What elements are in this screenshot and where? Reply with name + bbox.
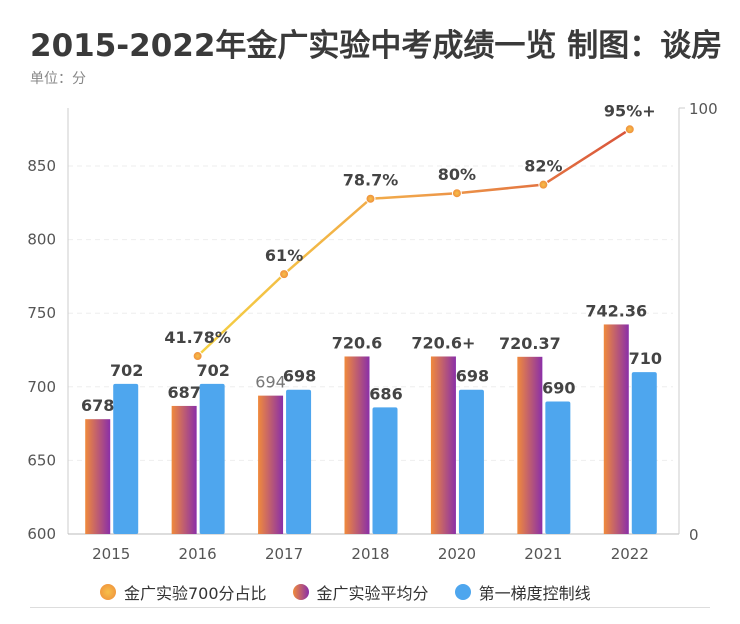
legend-label: 第一梯度控制线: [478, 584, 591, 603]
bar-average: [171, 405, 197, 534]
line-point-label: 82%: [524, 157, 562, 176]
line-point-label: 41.78%: [164, 328, 231, 347]
line-point-label: 78.7%: [343, 171, 399, 190]
x-tick-label: 2017: [265, 545, 303, 563]
bar-average-label: 720.6: [332, 333, 383, 352]
y-tick-label: 650: [27, 451, 56, 469]
y-tick-label: 750: [27, 304, 56, 322]
bar-control-line: [372, 407, 398, 534]
bar-average-label: 694: [255, 373, 286, 392]
bar-average: [344, 356, 370, 534]
bar-control-label: 698: [456, 367, 489, 386]
line-point: [365, 193, 376, 204]
y2-tick-label: 0: [689, 526, 699, 544]
legend-dot-icon: [454, 584, 471, 600]
bar-average-label: 742.36: [585, 301, 647, 320]
y2-tick-label: 100: [689, 100, 718, 118]
bar-control-label: 702: [196, 361, 229, 380]
bar-average: [85, 419, 111, 534]
x-tick-label: 2020: [438, 545, 476, 563]
bar-average-label: 687: [167, 383, 200, 402]
legend-dot-icon: [100, 584, 116, 600]
chart-title: 2015-2022年金广实验中考成绩一览 制图：谈房: [30, 28, 723, 64]
x-tick-label: 2016: [179, 545, 217, 563]
line-point: [451, 188, 462, 199]
legend-label: 金广实验700分占比: [124, 584, 267, 603]
bar-control-line: [113, 383, 139, 534]
bar-average: [517, 356, 543, 534]
x-tick-label: 2022: [611, 545, 649, 563]
legend-dot-icon: [292, 584, 309, 600]
bar-control-line: [286, 389, 312, 534]
bar-control-label: 690: [542, 379, 575, 398]
legend: 金广实验700分占比 金广实验平均分 第一梯度控制线: [100, 580, 591, 604]
line-point-label: 80%: [438, 165, 476, 184]
legend-label: 金广实验平均分: [316, 584, 429, 603]
bar-control-line: [545, 401, 571, 534]
line-point: [624, 124, 635, 135]
bar-control-label: 686: [369, 384, 402, 403]
y-tick-label: 700: [27, 378, 56, 396]
bar-average-label: 678: [81, 396, 114, 415]
line-point-label: 95%+: [604, 101, 656, 120]
y-tick-label: 800: [27, 231, 56, 249]
divider: [30, 607, 710, 608]
legend-item-ratio[interactable]: 金广实验700分占比: [100, 580, 267, 604]
bar-control-line: [199, 383, 225, 534]
x-tick-label: 2021: [524, 545, 562, 563]
bar-average: [603, 324, 629, 534]
y-tick-label: 850: [27, 157, 56, 175]
legend-item-average[interactable]: 金广实验平均分: [292, 580, 429, 604]
bar-control-label: 698: [283, 367, 316, 386]
bar-control-line: [631, 372, 657, 534]
line-point: [192, 351, 203, 362]
x-tick-label: 2018: [351, 545, 389, 563]
bar-average-label: 720.37: [499, 334, 561, 353]
line-point: [538, 179, 549, 190]
bar-control-label: 702: [110, 361, 143, 380]
x-tick-label: 2015: [92, 545, 130, 563]
bar-control-line: [458, 389, 484, 534]
bar-average: [258, 395, 284, 534]
y-tick-label: 600: [27, 525, 56, 543]
legend-item-control-line[interactable]: 第一梯度控制线: [454, 580, 591, 604]
bar-control-label: 710: [629, 349, 662, 368]
bar-average: [430, 356, 456, 534]
unit-label: 单位：分: [30, 71, 86, 87]
line-point-label: 61%: [265, 246, 303, 265]
bar-average-label: 720.6+: [411, 333, 475, 352]
line-point: [279, 269, 290, 280]
line-ratio: [196, 128, 631, 357]
